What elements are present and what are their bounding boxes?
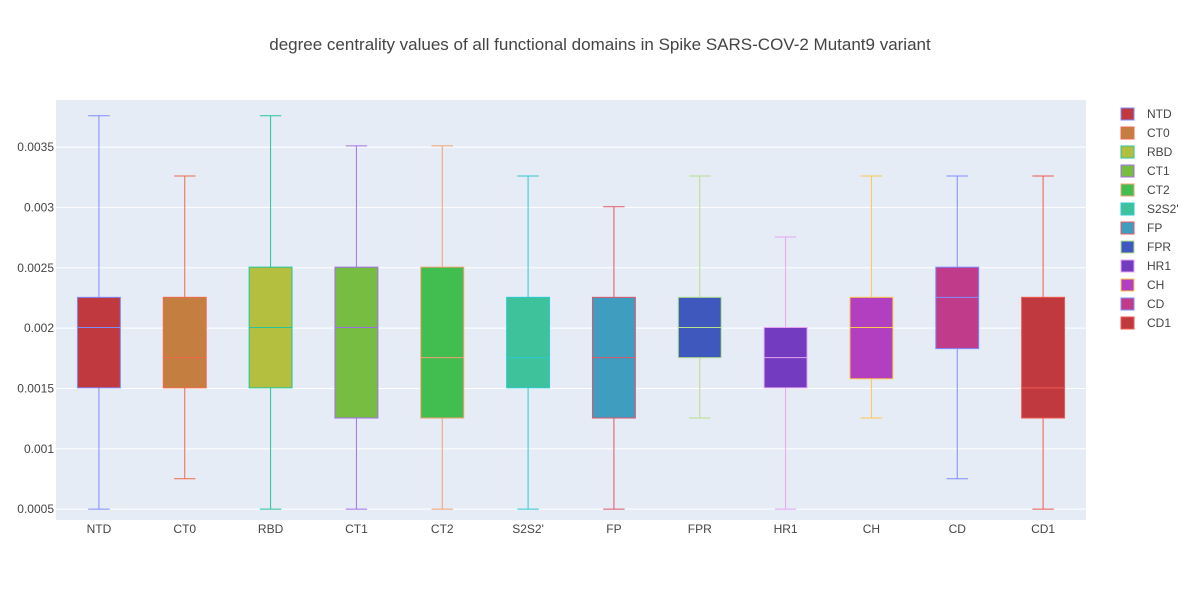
box-ct2[interactable] (420, 145, 465, 510)
box-rbd[interactable] (248, 115, 293, 510)
x-tick-label: CT0 (173, 522, 196, 536)
legend-item[interactable]: NTD (1120, 107, 1172, 121)
box-ntd[interactable] (76, 115, 121, 510)
legend-item[interactable]: FPR (1120, 240, 1171, 254)
y-gridlines (56, 146, 1086, 510)
x-tick-label: RBD (258, 522, 284, 536)
legend-swatch (1120, 202, 1135, 216)
legend-label: CT1 (1147, 164, 1170, 178)
iqr-box (935, 266, 980, 350)
legend-label: FPR (1147, 240, 1171, 254)
x-tick-label: CD1 (1031, 522, 1055, 536)
x-tick-label: S2S2' (512, 522, 544, 536)
legend-label: CT2 (1147, 183, 1170, 197)
box-series (76, 115, 1066, 510)
iqr-box (162, 296, 207, 389)
box-hr1[interactable] (763, 236, 808, 510)
iqr-box (506, 296, 551, 389)
x-tick-label: CD (949, 522, 967, 536)
y-tick-label: 0.0015 (17, 381, 54, 395)
legend-item[interactable]: CT1 (1120, 164, 1170, 178)
legend-swatch (1120, 316, 1135, 330)
legend-label: CD (1147, 297, 1165, 311)
x-tick-label: FP (606, 522, 621, 536)
legend-item[interactable]: CT2 (1120, 183, 1170, 197)
legend-item[interactable]: CT0 (1120, 126, 1170, 140)
x-tick-label: CH (863, 522, 880, 536)
x-tick-label: CT2 (431, 522, 454, 536)
box-ch[interactable] (849, 175, 894, 419)
legend-label: NTD (1147, 107, 1172, 121)
box-cd[interactable] (935, 175, 980, 480)
legend-swatch (1120, 183, 1135, 197)
legend-swatch (1120, 259, 1135, 273)
iqr-box (76, 296, 121, 389)
chart-title: degree centrality values of all function… (269, 35, 931, 54)
x-axis: NTD CT0 RBD CT1 CT2 S2S2' FP FPR HR1 CH CD CD1 (87, 522, 1056, 536)
box-s2s2[interactable] (506, 175, 551, 510)
x-tick-label: FPR (688, 522, 712, 536)
plot-area (56, 100, 1086, 520)
legend-item[interactable]: HR1 (1120, 259, 1171, 273)
legend-swatch (1120, 126, 1135, 140)
box-fp[interactable] (591, 206, 636, 510)
legend-swatch (1120, 221, 1135, 235)
iqr-box (334, 266, 379, 419)
legend-item[interactable]: RBD (1120, 145, 1173, 159)
legend-label: S2S2' (1147, 202, 1179, 216)
legend-swatch (1120, 164, 1135, 178)
y-tick-label: 0.003 (24, 200, 54, 214)
x-tick-label: CT1 (345, 522, 368, 536)
box-ct0[interactable] (162, 175, 207, 480)
legend-item[interactable]: S2S2' (1120, 202, 1179, 216)
x-tick-label: HR1 (774, 522, 798, 536)
legend-item[interactable]: CD (1120, 297, 1165, 311)
y-axis: 0.0005 0.001 0.0015 0.002 0.0025 0.003 0.0035 (17, 140, 54, 516)
legend-swatch (1120, 278, 1135, 292)
box-cd1[interactable] (1021, 175, 1066, 510)
iqr-box (849, 296, 894, 380)
legend-item[interactable]: CD1 (1120, 316, 1171, 330)
y-tick-label: 0.0005 (17, 502, 54, 516)
box-fpr[interactable] (677, 175, 722, 419)
x-tick-label: NTD (87, 522, 112, 536)
legend-swatch (1120, 240, 1135, 254)
box-ct1[interactable] (334, 145, 379, 510)
iqr-box (1021, 296, 1066, 419)
legend-item[interactable]: CH (1120, 278, 1164, 292)
iqr-box (420, 266, 465, 419)
legend-label: RBD (1147, 145, 1173, 159)
legend-swatch (1120, 297, 1135, 311)
legend-label: CH (1147, 278, 1164, 292)
legend-label: CD1 (1147, 316, 1171, 330)
legend-label: CT0 (1147, 126, 1170, 140)
legend-item[interactable]: FP (1120, 221, 1162, 235)
y-tick-label: 0.0035 (17, 140, 54, 154)
legend-label: FP (1147, 221, 1162, 235)
legend[interactable]: NTD CT0 RBD CT1 CT2 S2S2' FP FPR HR1 CH CD CD1 (1120, 107, 1179, 330)
y-tick-label: 0.001 (24, 442, 54, 456)
y-tick-label: 0.002 (24, 321, 54, 335)
legend-label: HR1 (1147, 259, 1171, 273)
legend-swatch (1120, 145, 1135, 159)
y-tick-label: 0.0025 (17, 261, 54, 275)
legend-swatch (1120, 107, 1135, 121)
